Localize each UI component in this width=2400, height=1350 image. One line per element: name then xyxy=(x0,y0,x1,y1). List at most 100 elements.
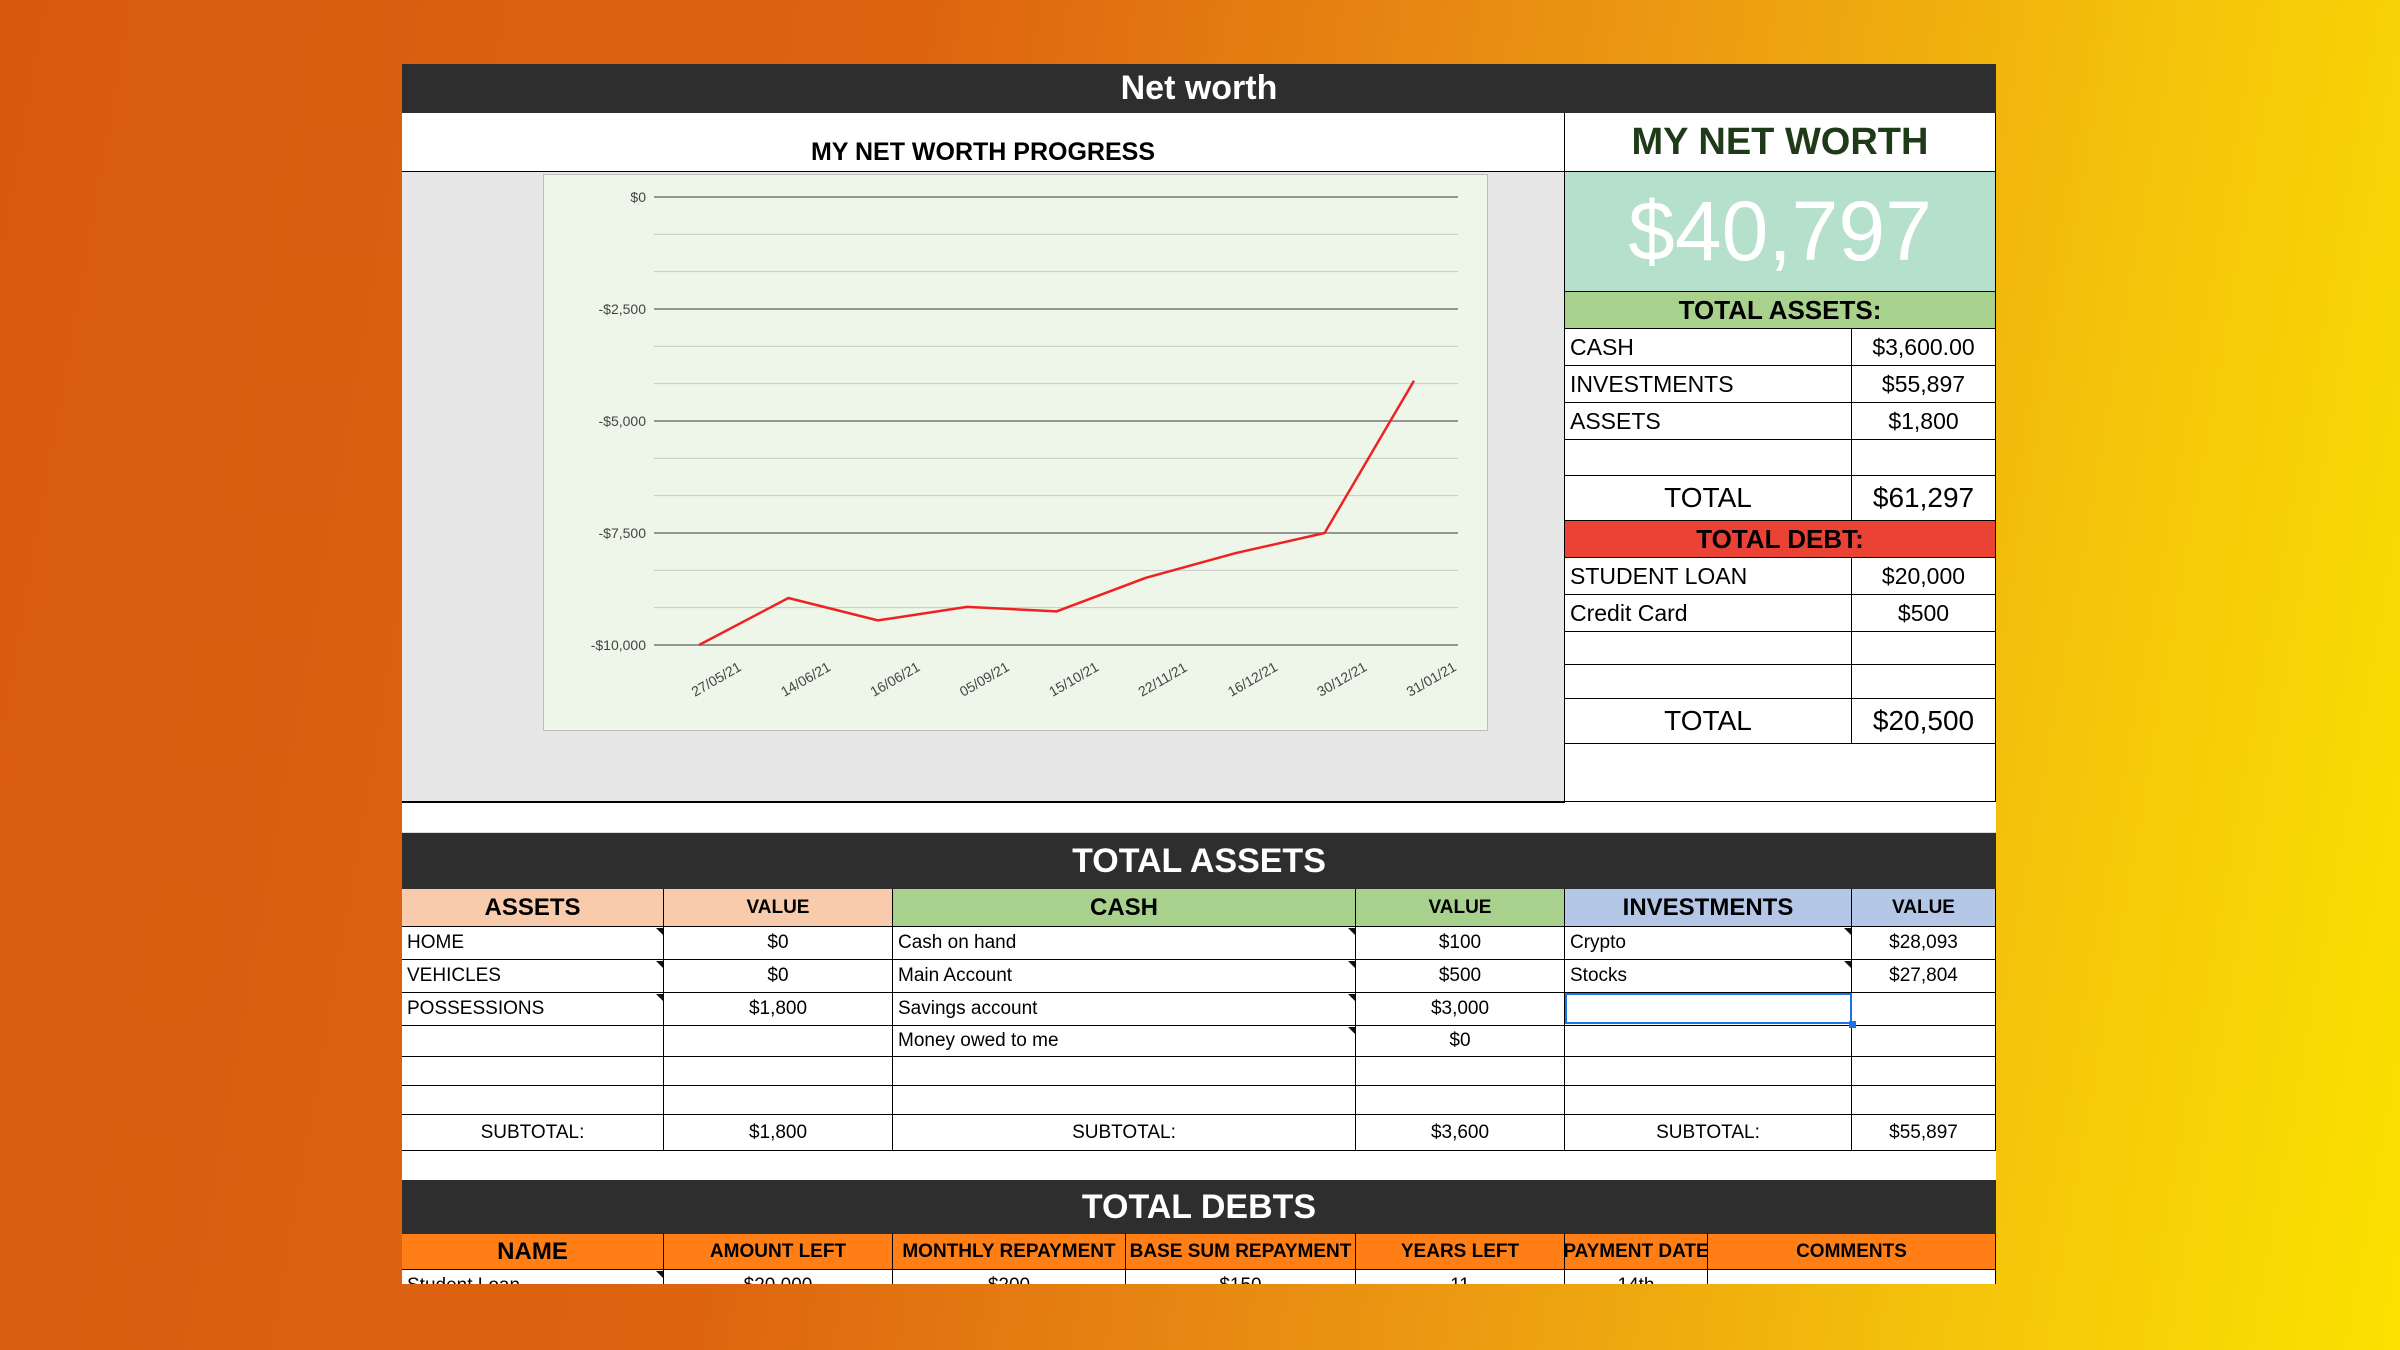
cash-row-label[interactable]: Money owed to me xyxy=(893,1026,1356,1057)
debt-summary-label[interactable]: STUDENT LOAN xyxy=(1565,558,1852,595)
assets-header[interactable]: ASSETS xyxy=(402,889,664,927)
assets-row-value[interactable]: $1,800 xyxy=(664,993,893,1026)
total-debts-title: TOTAL DEBTS xyxy=(402,1180,1996,1234)
cash-subtotal-value[interactable]: $3,600 xyxy=(1356,1115,1565,1151)
assets-subtotal-label[interactable]: SUBTOTAL: xyxy=(402,1115,664,1151)
x-tick-label: 30/12/21 xyxy=(1314,658,1369,699)
assets-summary-value[interactable]: $55,897 xyxy=(1852,366,1996,403)
assets-row-value[interactable] xyxy=(664,1057,893,1086)
assets-row-label[interactable] xyxy=(402,1026,664,1057)
investments-subtotal-label[interactable]: SUBTOTAL: xyxy=(1565,1115,1852,1151)
investments-row-value[interactable]: $28,093 xyxy=(1852,927,1996,960)
debts-header-comments[interactable]: COMMENTS xyxy=(1708,1234,1996,1270)
cash-row-value[interactable]: $0 xyxy=(1356,1026,1565,1057)
assets-subtotal-value[interactable]: $1,800 xyxy=(664,1115,893,1151)
investments-row-value[interactable] xyxy=(1852,1057,1996,1086)
debts-cell-monthly-repayment[interactable]: $200 xyxy=(893,1270,1126,1284)
net-worth-value: $40,797 xyxy=(1565,172,1996,292)
assets-summary-value[interactable]: $1,800 xyxy=(1852,403,1996,440)
x-tick-label: 14/06/21 xyxy=(778,658,833,699)
cash-row-value[interactable]: $100 xyxy=(1356,927,1565,960)
note-marker xyxy=(656,1271,663,1278)
debt-summary-value[interactable]: $20,000 xyxy=(1852,558,1996,595)
fill-handle[interactable] xyxy=(1849,1021,1856,1028)
y-tick-label: -$7,500 xyxy=(599,525,647,541)
total-assets-title: TOTAL ASSETS xyxy=(402,833,1996,889)
debts-header-amount-left[interactable]: AMOUNT LEFT xyxy=(664,1234,893,1270)
debts-cell-name[interactable]: Student Loan xyxy=(402,1270,664,1284)
investments-row-label[interactable] xyxy=(1565,1026,1852,1057)
cash-value-header[interactable]: VALUE xyxy=(1356,889,1565,927)
debt-summary-empty[interactable] xyxy=(1852,665,1996,699)
assets-row-label[interactable] xyxy=(402,1086,664,1115)
chart-side-right xyxy=(1488,172,1565,802)
assets-total-label: TOTAL xyxy=(1565,476,1852,521)
cash-row-label[interactable] xyxy=(893,1057,1356,1086)
investments-row-value[interactable] xyxy=(1852,1026,1996,1057)
investments-row-value[interactable] xyxy=(1852,1086,1996,1115)
spreadsheet: Net worth MY NET WORTH PROGRESS $0 -$2,50… xyxy=(402,64,1996,1284)
assets-summary-empty[interactable] xyxy=(1565,440,1852,476)
investments-row-label[interactable]: Crypto xyxy=(1565,927,1852,960)
assets-row-value[interactable]: $0 xyxy=(664,960,893,993)
investments-header[interactable]: INVESTMENTS xyxy=(1565,889,1852,927)
debts-cell-amount-left[interactable]: $20,000 xyxy=(664,1270,893,1284)
investments-subtotal-value[interactable]: $55,897 xyxy=(1852,1115,1996,1151)
debts-header-years-left[interactable]: YEARS LEFT xyxy=(1356,1234,1565,1270)
debts-header-name[interactable]: NAME xyxy=(402,1234,664,1270)
investments-row-value[interactable] xyxy=(1852,993,1996,1026)
assets-row-label[interactable]: VEHICLES xyxy=(402,960,664,993)
investments-row-value[interactable]: $27,804 xyxy=(1852,960,1996,993)
cash-row-label[interactable]: Savings account xyxy=(893,993,1356,1026)
assets-summary-label[interactable]: ASSETS xyxy=(1565,403,1852,440)
cash-row-value[interactable] xyxy=(1356,1057,1565,1086)
chart-divider xyxy=(402,801,1565,803)
assets-row-value[interactable]: $0 xyxy=(664,927,893,960)
x-tick-label: 16/06/21 xyxy=(867,658,922,699)
cash-row-value[interactable]: $500 xyxy=(1356,960,1565,993)
assets-row-label[interactable] xyxy=(402,1057,664,1086)
debts-header-base-sum-repayment[interactable]: BASE SUM REPAYMENT xyxy=(1126,1234,1356,1270)
cash-subtotal-label[interactable]: SUBTOTAL: xyxy=(893,1115,1356,1151)
cash-row-value[interactable] xyxy=(1356,1086,1565,1115)
assets-row-value[interactable] xyxy=(664,1026,893,1057)
x-tick-label: 22/11/21 xyxy=(1135,659,1189,700)
assets-summary-label[interactable]: CASH xyxy=(1565,329,1852,366)
debts-cell-comments[interactable] xyxy=(1708,1270,1996,1284)
debts-cell-base-sum-repayment[interactable]: $150 xyxy=(1126,1270,1356,1284)
debts-cell-years-left[interactable]: 11 xyxy=(1356,1270,1565,1284)
investments-row-label[interactable] xyxy=(1565,1057,1852,1086)
x-tick-label: 15/10/21 xyxy=(1046,658,1101,699)
assets-summary-value[interactable]: $3,600.00 xyxy=(1852,329,1996,366)
debt-summary-empty[interactable] xyxy=(1565,632,1852,665)
debts-header-monthly-repayment[interactable]: MONTHLY REPAYMENT xyxy=(893,1234,1126,1270)
debt-summary-value[interactable]: $500 xyxy=(1852,595,1996,632)
debt-summary-empty[interactable] xyxy=(1852,632,1996,665)
debt-total-value: $20,500 xyxy=(1852,699,1996,744)
assets-value-header[interactable]: VALUE xyxy=(664,889,893,927)
debts-header-payment-date[interactable]: PAYMENT DATE xyxy=(1565,1234,1708,1270)
assets-summary-empty[interactable] xyxy=(1852,440,1996,476)
chart-side-left xyxy=(402,172,543,802)
assets-summary-label[interactable]: INVESTMENTS xyxy=(1565,366,1852,403)
assets-row-label[interactable]: HOME xyxy=(402,927,664,960)
y-tick-label: -$5,000 xyxy=(599,413,647,429)
debts-cell-payment-date[interactable]: 14th xyxy=(1565,1270,1708,1284)
investments-row-label[interactable] xyxy=(1565,1086,1852,1115)
note-marker xyxy=(1348,994,1355,1001)
cash-row-label[interactable]: Cash on hand xyxy=(893,927,1356,960)
net-worth-line xyxy=(698,380,1416,647)
investments-value-header[interactable]: VALUE xyxy=(1852,889,1996,927)
cell-selection[interactable] xyxy=(1565,993,1852,1024)
debt-summary-empty[interactable] xyxy=(1565,665,1852,699)
assets-row-value[interactable] xyxy=(664,1086,893,1115)
debt-summary-label[interactable]: Credit Card xyxy=(1565,595,1852,632)
assets-row-label[interactable]: POSSESSIONS xyxy=(402,993,664,1026)
cash-row-label[interactable]: Main Account xyxy=(893,960,1356,993)
cash-row-value[interactable]: $3,000 xyxy=(1356,993,1565,1026)
investments-row-label[interactable]: Stocks xyxy=(1565,960,1852,993)
chart-svg: $0 -$2,500 -$5,000 -$7,500 -$10,000 27/05/21 1… xyxy=(591,189,1459,700)
cash-header[interactable]: CASH xyxy=(893,889,1356,927)
cash-row-label[interactable] xyxy=(893,1086,1356,1115)
debt-total-label: TOTAL xyxy=(1565,699,1852,744)
